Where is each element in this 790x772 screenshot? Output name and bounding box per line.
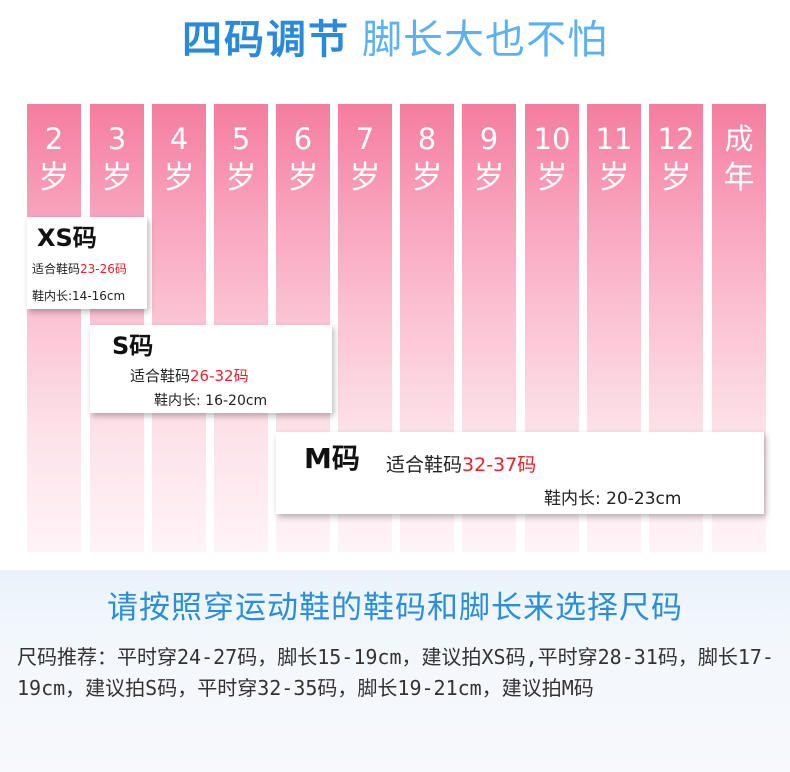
size-fit: 适合鞋码32-37码 — [386, 450, 536, 477]
info-headline: 请按照穿运动鞋的鞋码和脚长来选择尺码 — [107, 590, 683, 626]
size-fit-label: 适合鞋码 — [32, 262, 81, 276]
size-card-xs: XS码 适合鞋码23-26码 鞋内长:14-16cm — [27, 217, 147, 309]
age-number: 10 — [533, 122, 571, 156]
age-number: 5 — [231, 122, 251, 156]
age-unit: 岁 — [349, 160, 381, 196]
size-fit-range: 26-32码 — [190, 367, 249, 385]
age-unit: 岁 — [598, 160, 630, 196]
size-fit-range: 23-26码 — [80, 262, 127, 276]
age-number: 7 — [355, 122, 375, 156]
age-unit: 岁 — [411, 160, 443, 196]
size-card-m: M码 适合鞋码32-37码 鞋内长: 20-23cm — [276, 432, 764, 514]
age-column: 2 岁 — [27, 104, 81, 552]
size-length: 鞋内长: 20-23cm — [544, 489, 682, 509]
age-unit: 岁 — [163, 160, 195, 196]
age-number: 4 — [169, 122, 189, 156]
age-number: 成 — [724, 122, 754, 156]
age-number: 6 — [293, 122, 313, 156]
age-number: 2 — [44, 122, 64, 156]
age-unit: 岁 — [225, 160, 257, 196]
size-fit-label: 适合鞋码 — [130, 367, 191, 385]
size-name: M码 — [304, 442, 360, 475]
age-number: 12 — [657, 122, 695, 156]
title-sub: 脚长大也不怕 — [362, 17, 608, 63]
size-fit: 适合鞋码26-32码 — [130, 365, 249, 386]
size-length: 鞋内长:14-16cm — [32, 289, 126, 303]
page-title: 四码调节 脚长大也不怕 — [0, 12, 790, 68]
size-fit-label: 适合鞋码 — [386, 454, 463, 476]
size-length: 鞋内长: 16-20cm — [154, 393, 268, 409]
size-fit-range: 32-37码 — [462, 454, 537, 476]
age-number: 11 — [595, 122, 633, 156]
age-unit: 岁 — [101, 160, 133, 196]
age-unit: 岁 — [287, 160, 319, 196]
size-name: S码 — [112, 332, 154, 360]
age-unit: 岁 — [38, 160, 70, 196]
size-recommendation: 尺码推荐：平时穿24-27码，脚长15-19cm，建议拍XS码,平时穿28-31… — [17, 645, 774, 700]
age-unit: 岁 — [473, 160, 505, 196]
age-unit: 年 — [723, 160, 755, 196]
age-number: 8 — [417, 122, 437, 156]
age-unit: 岁 — [660, 160, 692, 196]
age-number: 9 — [479, 122, 499, 156]
size-fit: 适合鞋码23-26码 — [32, 260, 127, 277]
age-number: 3 — [107, 122, 127, 156]
size-name: XS码 — [37, 224, 97, 252]
age-unit: 岁 — [536, 160, 568, 196]
size-card-s: S码 适合鞋码26-32码 鞋内长: 16-20cm — [90, 325, 332, 413]
title-main: 四码调节 — [182, 17, 350, 63]
info-panel: 请按照穿运动鞋的鞋码和脚长来选择尺码 尺码推荐：平时穿24-27码，脚长15-1… — [0, 570, 790, 772]
